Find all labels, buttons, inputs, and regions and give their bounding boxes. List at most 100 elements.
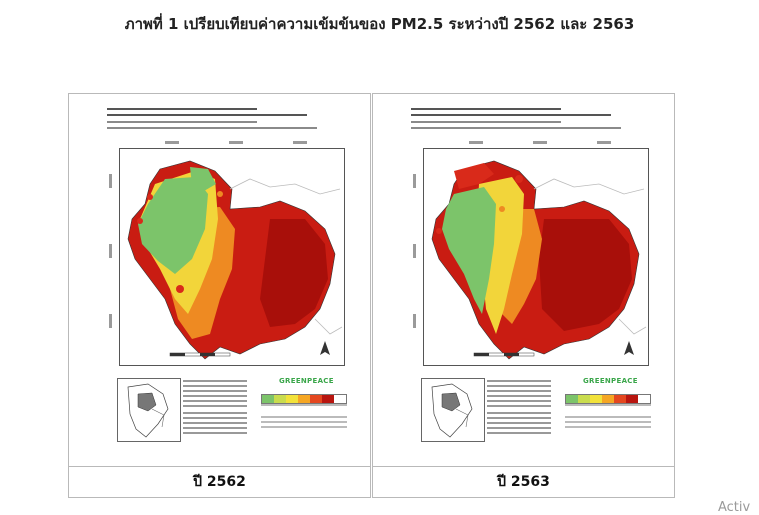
lon-tick xyxy=(469,141,483,144)
lat-tick xyxy=(109,314,112,328)
text-line xyxy=(183,427,247,429)
legend-swatch xyxy=(274,395,286,403)
text-line xyxy=(183,380,247,382)
text-line xyxy=(565,416,651,418)
text-line xyxy=(487,432,551,434)
text-line xyxy=(183,422,247,424)
text-line xyxy=(183,432,247,434)
hotspot xyxy=(515,175,523,183)
legend-tick-labels xyxy=(565,404,651,406)
neighbor-border xyxy=(533,178,645,195)
legend-swatch xyxy=(262,395,274,403)
text-line xyxy=(487,412,551,414)
hotspot xyxy=(436,228,442,234)
neighbor-border xyxy=(229,178,341,195)
map-panel-2562: GREENPEACE ปี 2562 xyxy=(68,93,371,498)
text-line xyxy=(487,400,551,402)
map-subheading-line xyxy=(411,121,561,123)
map-panel-2563: GREENPEACE ปี 2563 xyxy=(372,93,675,498)
pm25-map-frame xyxy=(119,148,345,366)
lat-tick xyxy=(413,174,416,188)
map-heading-line xyxy=(107,108,257,110)
region-darkred xyxy=(539,219,632,331)
legend-swatch xyxy=(566,395,578,403)
text-line xyxy=(565,421,651,423)
scale-bar xyxy=(473,352,535,357)
locator-inset-map xyxy=(421,378,485,442)
region-green xyxy=(442,187,496,314)
legend-swatch xyxy=(310,395,322,403)
text-line xyxy=(261,426,347,428)
pm25-map-frame xyxy=(423,148,649,366)
legend-tick-labels xyxy=(261,404,347,406)
region-darkred xyxy=(260,219,328,327)
text-line xyxy=(183,400,247,402)
text-line xyxy=(487,422,551,424)
lat-tick xyxy=(109,174,112,188)
pm25-map-svg xyxy=(127,160,343,360)
map-heading-line xyxy=(411,108,561,110)
year-label-2563: ปี 2563 xyxy=(373,466,674,498)
lon-tick xyxy=(533,141,547,144)
map-sheet: GREENPEACE xyxy=(373,94,674,466)
lon-tick xyxy=(293,141,307,144)
text-line xyxy=(183,412,247,414)
hotspot xyxy=(499,206,505,212)
text-line xyxy=(565,426,651,428)
text-line xyxy=(183,417,247,419)
text-line xyxy=(261,421,347,423)
legend-swatch xyxy=(322,395,334,403)
north-arrow-icon xyxy=(624,341,634,355)
map-heading-line xyxy=(411,114,611,116)
hotspot xyxy=(176,285,184,293)
text-line xyxy=(183,395,247,397)
text-line xyxy=(487,380,551,382)
greenpeace-logo: GREENPEACE xyxy=(583,377,638,385)
legend-swatch xyxy=(602,395,614,403)
legend-swatch xyxy=(626,395,638,403)
neighbor-border xyxy=(314,318,343,335)
locator-inset-map xyxy=(117,378,181,442)
text-line xyxy=(261,416,347,418)
page-title: ภาพที่ 1 เปรียบเทียบค่าความเข้มข้นของ PM… xyxy=(124,15,635,33)
lat-tick xyxy=(413,314,416,328)
year-label-2562: ปี 2562 xyxy=(69,466,370,498)
hotspot xyxy=(217,191,223,197)
lon-tick xyxy=(597,141,611,144)
map-subheading-line xyxy=(107,127,317,129)
text-line xyxy=(487,417,551,419)
legend-swatch xyxy=(286,395,298,403)
legend-swatch xyxy=(298,395,310,403)
pm25-legend xyxy=(261,394,347,404)
legend-swatch xyxy=(638,395,650,403)
pm25-legend xyxy=(565,394,651,404)
map-sheet: GREENPEACE xyxy=(69,94,370,466)
scale-bar xyxy=(169,352,231,357)
text-line xyxy=(183,405,247,407)
lon-tick xyxy=(229,141,243,144)
text-line xyxy=(183,385,247,387)
legend-swatch xyxy=(590,395,602,403)
region-green xyxy=(138,177,208,274)
map-heading-line xyxy=(107,114,307,116)
map-subheading-line xyxy=(107,121,257,123)
pm25-map-svg xyxy=(431,160,647,360)
legend-swatch xyxy=(614,395,626,403)
neighbor-border xyxy=(618,318,647,335)
text-line xyxy=(487,385,551,387)
greenpeace-logo: GREENPEACE xyxy=(279,377,334,385)
northern-thailand-map xyxy=(127,160,343,360)
lat-tick xyxy=(109,244,112,258)
legend-swatch xyxy=(334,395,346,403)
activate-watermark: Activ xyxy=(718,500,751,515)
region-red-north xyxy=(454,163,494,189)
region-green-north xyxy=(190,167,216,191)
text-line xyxy=(183,390,247,392)
hotspot xyxy=(137,218,143,224)
text-line xyxy=(487,390,551,392)
lat-tick xyxy=(413,244,416,258)
hotspot xyxy=(147,194,153,200)
north-arrow-icon xyxy=(320,341,330,355)
map-subheading-line xyxy=(411,127,621,129)
northern-thailand-map xyxy=(431,160,647,360)
